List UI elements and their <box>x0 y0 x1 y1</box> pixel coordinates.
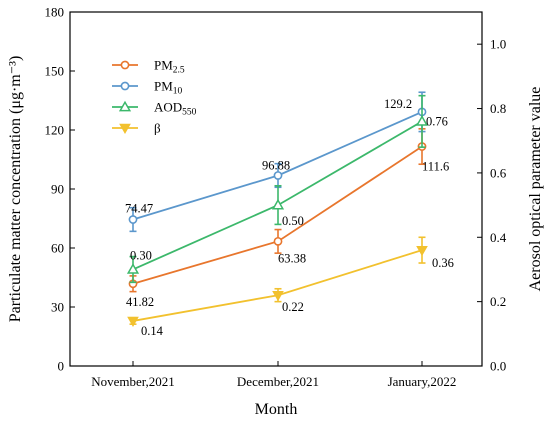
data-point <box>415 115 429 126</box>
y-left-tick-label: 120 <box>45 123 65 138</box>
y-left-tick-label: 150 <box>45 64 65 79</box>
data-point <box>126 263 140 274</box>
data-point <box>272 291 284 302</box>
y-right-axis-title: Aerosol optical parameter value <box>527 87 544 292</box>
x-tick-label: January,2022 <box>388 374 457 389</box>
y-left-tick-label: 60 <box>51 241 64 256</box>
legend-label: β <box>154 121 161 136</box>
legend-marker <box>118 100 132 112</box>
data-label: 0.22 <box>282 300 304 314</box>
legend-marker <box>119 123 131 135</box>
series-layer <box>126 91 429 327</box>
y-left-tick-label: 180 <box>45 5 65 20</box>
data-label: 0.76 <box>426 114 448 128</box>
x-tick-label: November,2021 <box>91 374 175 389</box>
y-right-tick-label: 0.6 <box>490 165 507 180</box>
y-right-tick-label: 0.8 <box>490 101 506 116</box>
y-right-tick-label: 0.4 <box>490 230 507 245</box>
y-left-axis-title: Particulate matter concentration (μg·m⁻³… <box>7 56 24 323</box>
legend-item: AOD550 <box>112 100 197 118</box>
legend-label: PM2.5 <box>154 58 185 76</box>
x-axis-title: Month <box>255 401 298 418</box>
series-aod550 <box>126 94 429 284</box>
data-label: 111.6 <box>422 160 449 174</box>
data-label: 96.88 <box>262 158 290 172</box>
legend-item: β <box>112 121 161 136</box>
data-point <box>128 215 138 224</box>
legend-item: PM2.5 <box>112 58 185 76</box>
series- <box>127 236 428 327</box>
y-right-tick-label: 0.2 <box>490 294 506 309</box>
data-point <box>416 245 428 257</box>
data-label: 129.2 <box>384 97 412 111</box>
legend-marker <box>120 81 130 91</box>
data-point <box>273 171 283 180</box>
legend-item: PM10 <box>112 79 183 97</box>
legend-label: PM10 <box>154 79 183 97</box>
data-label: 0.14 <box>141 324 164 338</box>
data-label: 63.38 <box>278 251 306 265</box>
y-left-tick-label: 90 <box>51 182 64 197</box>
data-labels: 41.82 63.38 111.6 74.47 96.88 129.2 0.30 0.50 0.… <box>125 97 454 338</box>
legend: PM2.5 PM10 AOD550 β <box>112 58 197 136</box>
data-label: 74.47 <box>125 202 153 216</box>
data-label: 0.36 <box>432 256 454 270</box>
data-point <box>127 316 139 327</box>
data-label: 41.82 <box>126 295 154 309</box>
data-point <box>273 236 283 246</box>
x-tick-label: December,2021 <box>237 374 319 389</box>
legend-marker <box>120 60 130 70</box>
legend-label: AOD550 <box>154 100 197 118</box>
data-label: 0.30 <box>130 248 152 262</box>
data-point <box>271 198 285 210</box>
y-left-tick-label: 30 <box>51 300 64 315</box>
y-left-tick-label: 0 <box>58 359 65 374</box>
axes: 0 30 60 90 120 150 180 0.0 0.2 0.4 0.6 0.8 1.0 Novemb… <box>7 5 544 419</box>
y-right-tick-label: 1.0 <box>490 37 506 52</box>
y-right-tick-label: 0.0 <box>490 359 506 374</box>
data-label: 0.50 <box>282 214 304 228</box>
